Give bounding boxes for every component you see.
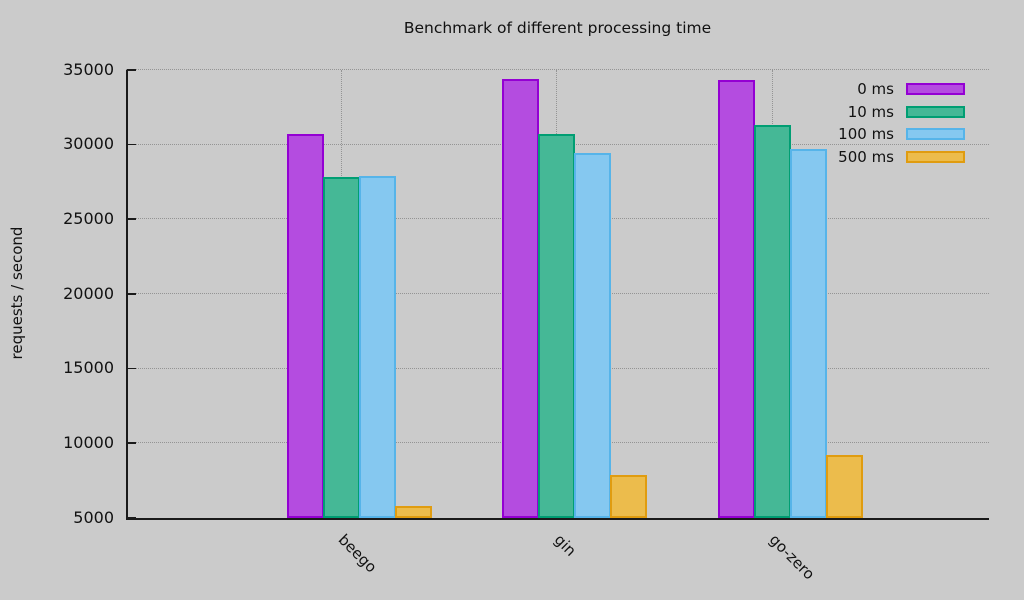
legend-swatch-icon [906,151,965,164]
y-tick-label: 35000 [63,59,114,79]
legend-item-10ms: 10 ms [740,102,965,122]
bar-100ms-go-zero [789,149,827,519]
y-tick-mark [127,517,136,519]
bar-100ms-gin [574,153,611,519]
legend-item-100ms: 100 ms [740,124,965,144]
y-tick-mark [127,442,136,444]
y-axis-line [126,69,128,518]
y-tick-label: 30000 [63,134,114,154]
bar-10ms-go-zero [753,124,791,519]
legend-swatch-icon [906,83,965,95]
y-tick-label: 20000 [63,283,114,303]
legend-label: 500 ms [838,148,894,167]
bar-100ms-beego [358,175,396,519]
bar-0ms-go-zero [717,79,755,519]
legend-item-500ms: 500 ms [740,147,965,167]
legend-label: 0 ms [857,80,894,98]
y-tick-label: 10000 [63,432,114,452]
legend-item-0ms: 0 ms [740,79,965,99]
legend-label: 10 ms [847,102,894,121]
legend-label: 100 ms [838,125,894,144]
bar-0ms-gin [502,79,539,519]
y-tick-mark [127,69,136,71]
legend-swatch-icon [906,128,965,141]
y-tick-label: 5000 [73,507,114,527]
x-tick-label-go-zero: go-zero [765,530,819,584]
bar-500ms-beego [394,505,432,519]
legend-swatch-icon [906,105,965,118]
x-tick-label-gin: gin [550,530,580,560]
y-tick-mark [127,143,136,146]
bar-10ms-beego [322,177,360,519]
bar-10ms-gin [538,133,575,519]
y-tick-mark [127,367,136,370]
bar-500ms-gin [610,474,647,519]
bar-500ms-go-zero [825,454,863,519]
y-tick-mark [127,293,136,295]
y-tick-mark [127,218,136,220]
y-gridline [126,69,989,70]
y-tick-label: 25000 [63,208,114,228]
bar-0ms-beego [286,133,324,519]
x-axis-line [126,517,989,520]
chart-title: Benchmark of different processing time [403,19,712,37]
y-tick-label: 15000 [63,358,114,378]
x-tick-label-beego: beego [334,530,381,577]
